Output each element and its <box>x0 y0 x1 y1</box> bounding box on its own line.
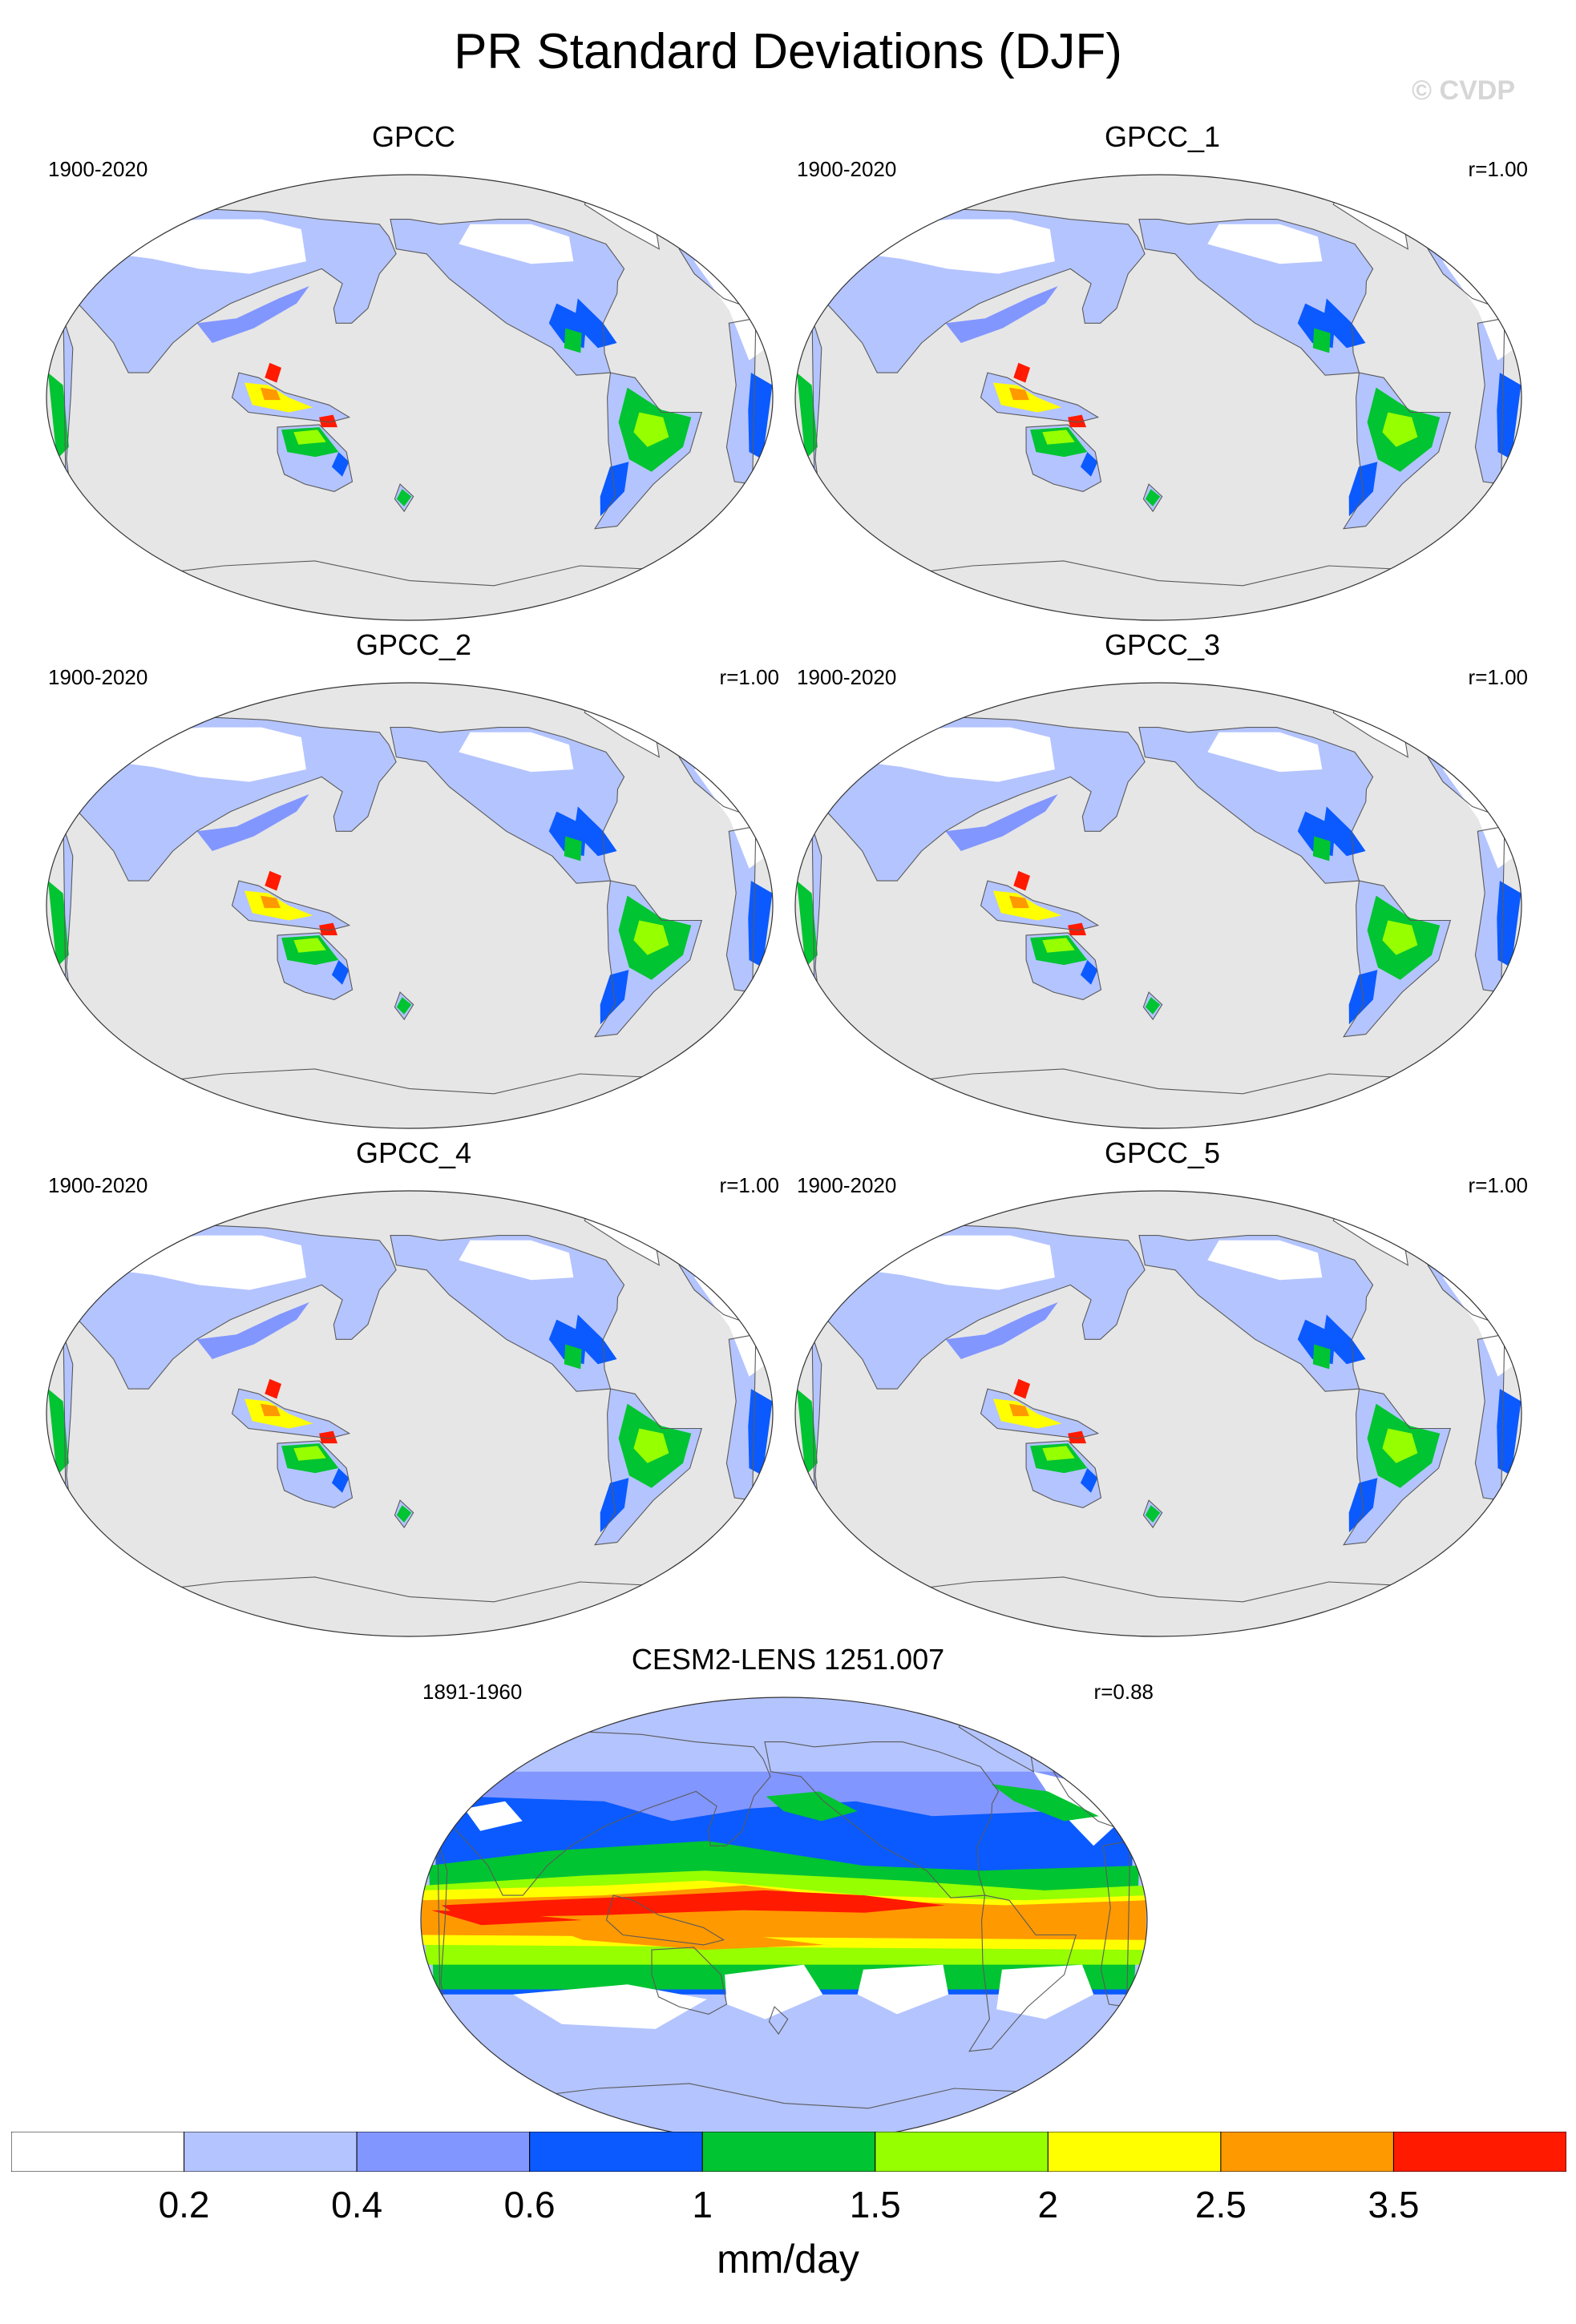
panel-correlation: r=1.00 <box>719 665 779 689</box>
panel-years: 1900-2020 <box>797 665 897 689</box>
panel-correlation: r=0.88 <box>1093 1680 1154 1704</box>
colorbar-tick-label: 1.5 <box>849 2184 901 2225</box>
map-panel-cesm2-lens: CESM2-LENS 1251.007 1891-1960 r=0.88 <box>419 1643 1157 2156</box>
colorbar-tick-label: 0.4 <box>331 2184 383 2225</box>
precip-std-map <box>420 1697 1148 2144</box>
colorbar-tick-label: 3.5 <box>1368 2184 1420 2225</box>
panel-title: GPCC_4 <box>355 1136 472 1169</box>
colorbar-tick-label: 0.6 <box>503 2184 556 2225</box>
precip-std-map <box>46 174 774 621</box>
colorbar-tick-label: 0.2 <box>158 2184 210 2225</box>
panel-title: GPCC <box>371 120 455 153</box>
panel-years: 1891-1960 <box>422 1680 523 1704</box>
figure-title: PR Standard Deviations (DJF) <box>454 24 1122 79</box>
colorbar-bin <box>1220 2131 1394 2173</box>
map-panel-gpcc-3: GPCC_3 1900-2020 r=1.00 <box>794 628 1531 1141</box>
panel-title: GPCC_5 <box>1104 1136 1221 1169</box>
precip-std-map <box>794 682 1522 1129</box>
map-panel-gpcc-2: GPCC_2 1900-2020 r=1.00 <box>45 628 782 1141</box>
panel-correlation: r=1.00 <box>719 1173 779 1197</box>
colorbar-tick-label: 2.5 <box>1194 2184 1247 2225</box>
colorbar-bin <box>356 2131 531 2173</box>
precip-std-map <box>46 682 774 1129</box>
precip-std-map <box>794 1190 1522 1637</box>
panel-title: GPCC_1 <box>1104 120 1221 153</box>
colorbar-bin <box>10 2131 185 2173</box>
panel-years: 1900-2020 <box>797 157 897 181</box>
panel-correlation: r=1.00 <box>1468 665 1528 689</box>
colorbar-bin <box>1047 2131 1222 2173</box>
precip-std-map <box>794 174 1522 621</box>
map-panel-gpcc-1: GPCC_1 1900-2020 r=1.00 <box>794 120 1531 633</box>
colorbar-swatches <box>10 2131 1567 2173</box>
map-panel-gpcc-5: GPCC_5 1900-2020 r=1.00 <box>794 1136 1531 1649</box>
precip-std-map <box>46 1190 774 1637</box>
panel-years: 1900-2020 <box>48 1173 148 1197</box>
cvdp-watermark: © CVDP <box>1412 75 1515 106</box>
panel-years: 1900-2020 <box>797 1173 897 1197</box>
colorbar-bin <box>184 2131 358 2173</box>
colorbar-units: mm/day <box>717 2237 859 2282</box>
panel-correlation: r=1.00 <box>1468 157 1528 181</box>
panel-title: CESM2-LENS 1251.007 <box>631 1643 945 1676</box>
panel-title: GPCC_3 <box>1104 628 1221 661</box>
colorbar-bin <box>1392 2131 1567 2173</box>
panel-years: 1900-2020 <box>48 157 148 181</box>
colorbar-bin <box>875 2131 1049 2173</box>
colorbar-bin <box>701 2131 876 2173</box>
panel-title: GPCC_2 <box>355 628 472 661</box>
colorbar-tick-label: 1 <box>692 2184 713 2225</box>
map-panel-gpcc-4: GPCC_4 1900-2020 r=1.00 <box>45 1136 782 1649</box>
colorbar-bin <box>529 2131 703 2173</box>
colorbar <box>10 2131 1567 2173</box>
colorbar-tick-label: 2 <box>1037 2184 1059 2225</box>
map-panel-gpcc: GPCC 1900-2020 <box>45 120 782 633</box>
panel-correlation: r=1.00 <box>1468 1173 1528 1197</box>
panel-years: 1900-2020 <box>48 665 148 689</box>
